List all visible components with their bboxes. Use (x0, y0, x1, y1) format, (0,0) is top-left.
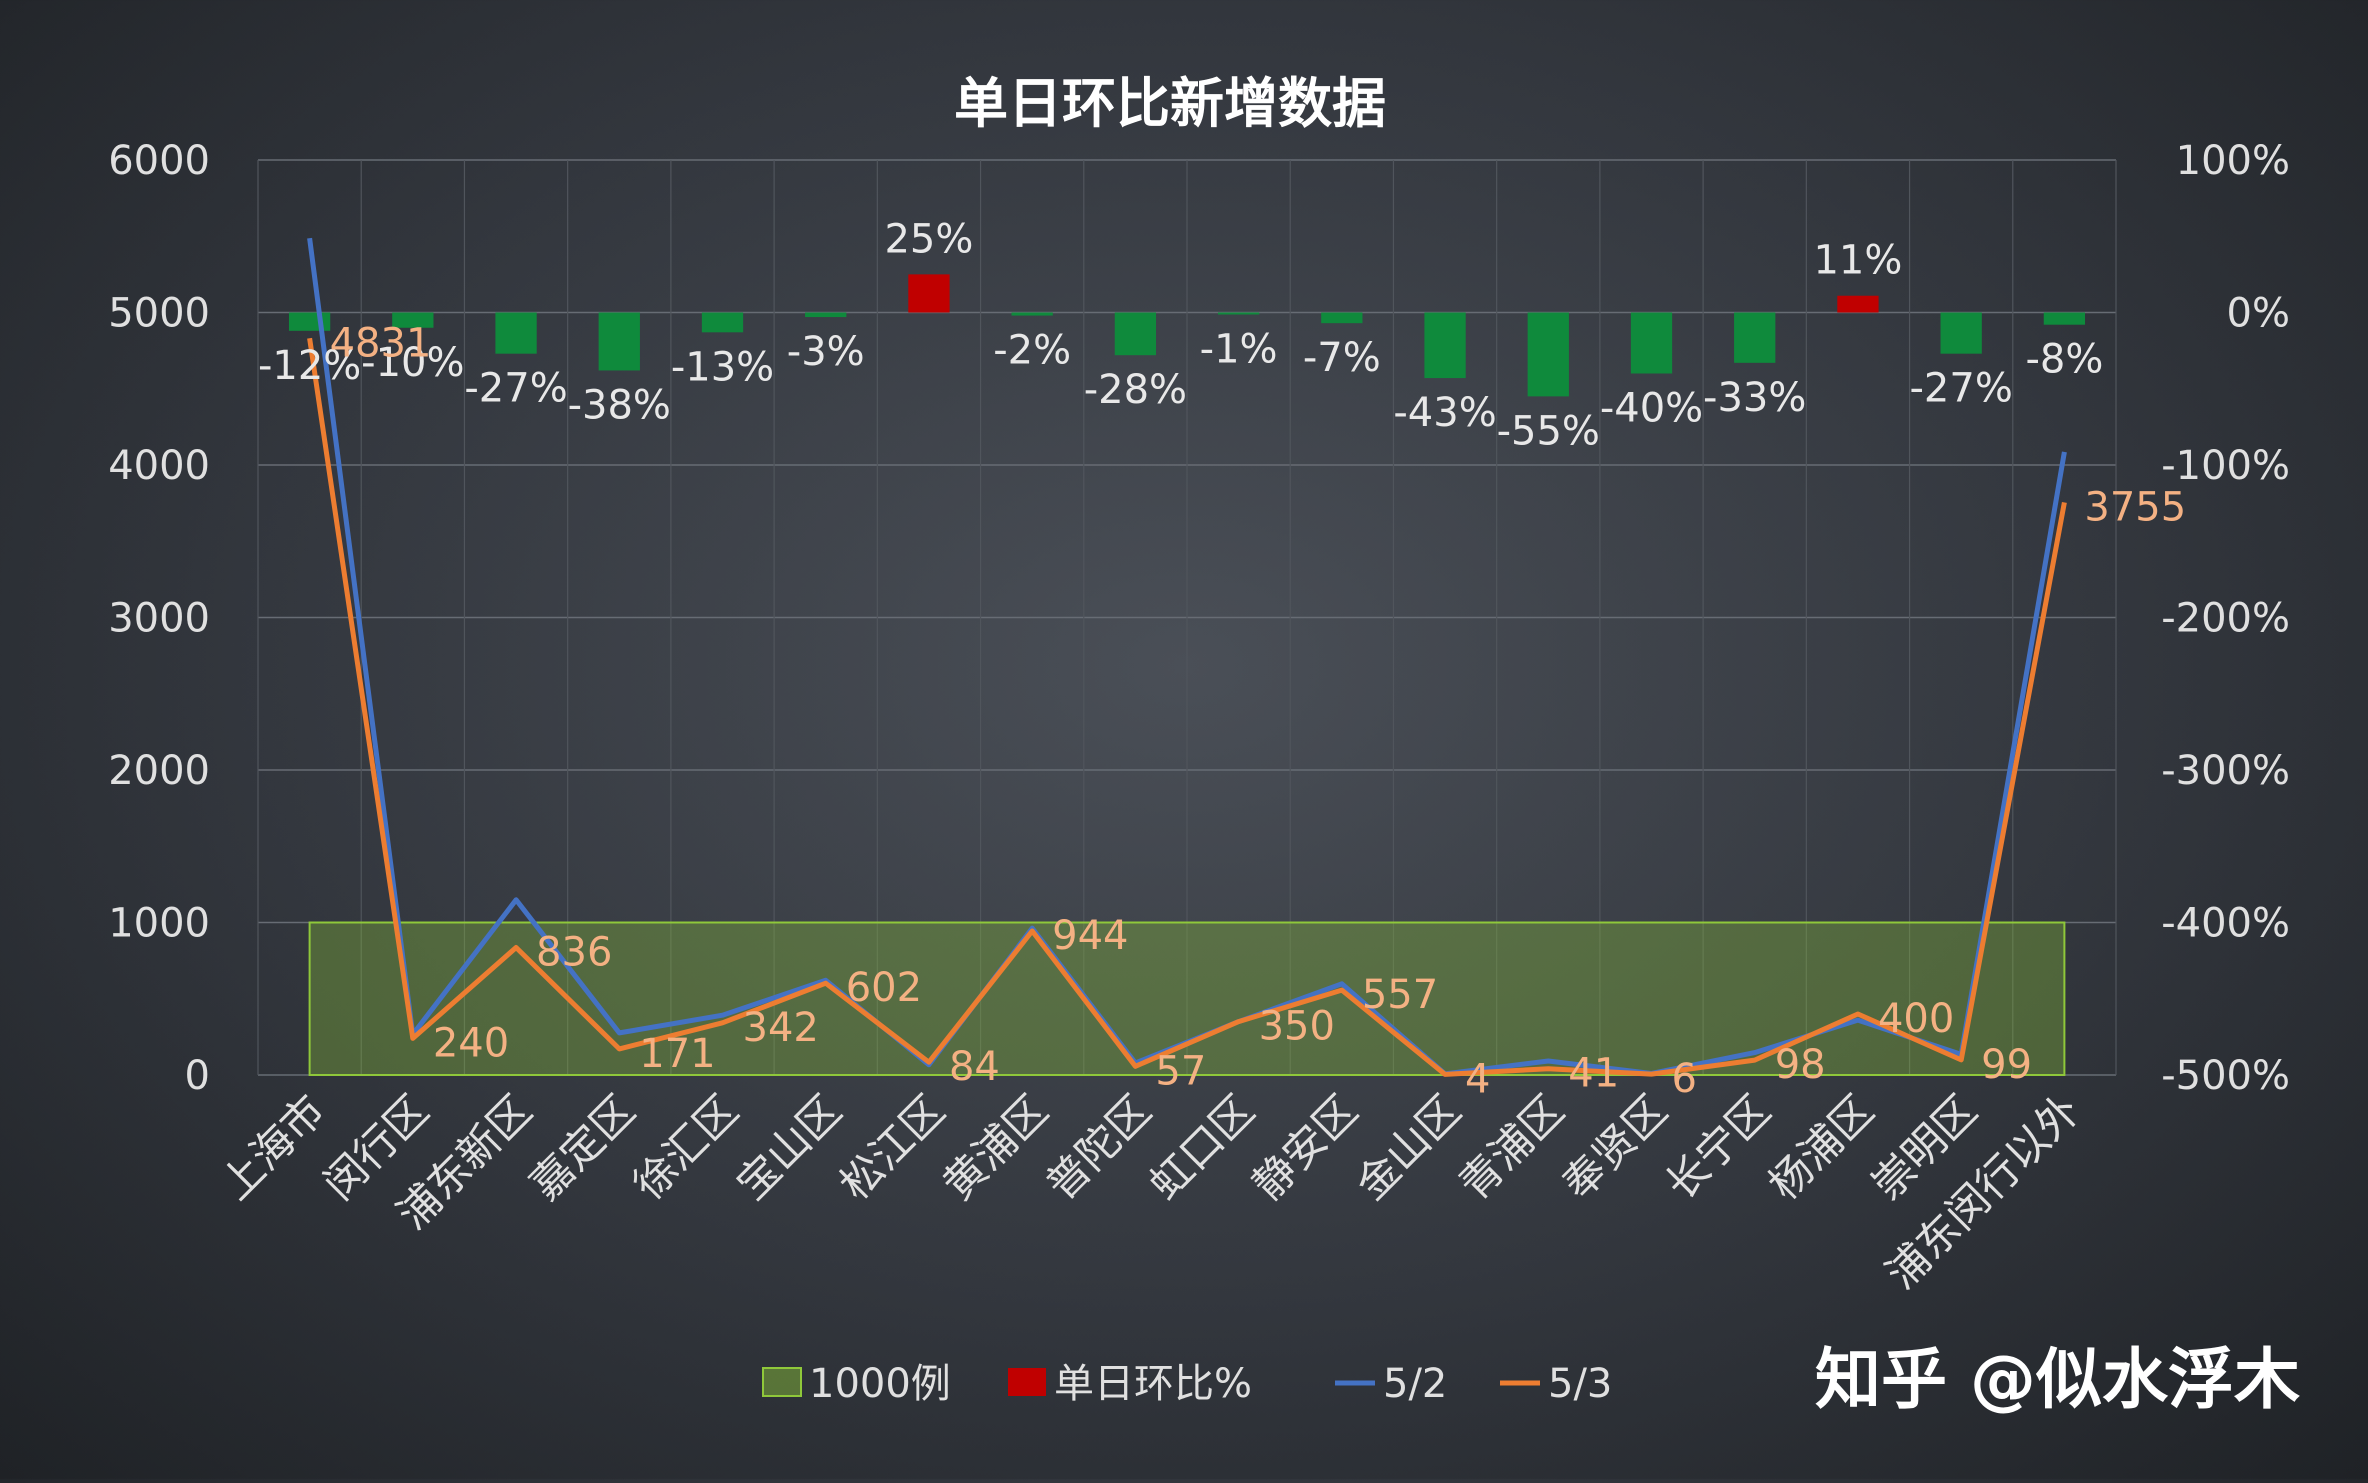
value-label: 557 (1362, 972, 1438, 1018)
y-right-tick: -300% (2161, 748, 2290, 794)
pct-label: -27% (1909, 366, 2012, 412)
pct-label: -3% (787, 329, 865, 375)
watermark: 知乎 @似水浮木 (1815, 1341, 2300, 1418)
value-label: 6 (1672, 1056, 1697, 1102)
y-right-tick: 100% (2176, 138, 2290, 184)
y-right-tick: -200% (2161, 596, 2290, 642)
pct-label: -40% (1600, 386, 1703, 432)
x-category-label: 金山区 (1346, 1085, 1470, 1209)
x-category-label: 松江区 (830, 1085, 954, 1209)
y-left-tick: 4000 (108, 443, 210, 489)
series-line-5-3 (307, 337, 2067, 1077)
pct-label: 25% (884, 216, 973, 262)
pct-bar (908, 274, 950, 313)
x-category-label: 徐汇区 (624, 1085, 748, 1209)
value-label: 944 (1052, 913, 1128, 959)
y-left-tick: 2000 (108, 748, 210, 794)
pct-bar (1321, 312, 1363, 324)
value-label: 3755 (2084, 484, 2186, 530)
value-label: 4 (1465, 1056, 1490, 1102)
pct-bar (1940, 312, 1982, 354)
y-right-tick: 0% (2227, 291, 2290, 337)
legend: 1000例 单日环比% 5/2 5/3 (762, 1361, 1612, 1407)
y-right-tick: -100% (2161, 443, 2290, 489)
legend-label: 5/3 (1548, 1361, 1612, 1407)
pct-label: -33% (1703, 375, 1806, 421)
value-label: 99 (1981, 1042, 2032, 1088)
legend-label: 单日环比% (1054, 1361, 1252, 1407)
pct-bar (1114, 312, 1157, 356)
x-category-label: 杨浦区 (1759, 1085, 1883, 1209)
value-label: 4831 (330, 320, 432, 366)
pct-label: -1% (1200, 327, 1278, 373)
x-category-label: 青浦区 (1450, 1085, 1574, 1209)
x-category-label: 宝山区 (727, 1085, 851, 1209)
data-labels: -12% -10%-27% -38%-13% -3%25%-2%-28%-1% -7%-… (258, 216, 2186, 1102)
pct-bar (1734, 312, 1776, 363)
pct-label: 11% (1813, 238, 1902, 284)
pct-bar (1837, 295, 1879, 313)
pct-bar (1011, 312, 1053, 316)
legend-label: 5/2 (1383, 1361, 1447, 1407)
value-label: 171 (639, 1031, 715, 1077)
chart-title: 单日环比新增数据 (954, 72, 1386, 135)
pct-label: -28% (1084, 367, 1187, 413)
pct-bar (1630, 312, 1673, 374)
pct-bar (495, 312, 537, 354)
value-label: 350 (1259, 1004, 1335, 1050)
value-label: 98 (1775, 1042, 1826, 1088)
x-category-label: 黄浦区 (933, 1085, 1057, 1209)
pct-bar (2043, 312, 2086, 325)
value-label: 57 (1155, 1048, 1206, 1094)
value-label: 836 (536, 930, 612, 976)
legend-swatch-bar (1008, 1368, 1046, 1396)
pct-bar (288, 312, 331, 331)
value-label: 84 (949, 1044, 1000, 1090)
x-category-label: 长宁区 (1656, 1085, 1780, 1209)
y-left-tick: 0 (185, 1053, 210, 1099)
pct-label: -8% (2025, 337, 2103, 383)
value-label: 41 (1568, 1051, 1619, 1097)
percent-bars (288, 274, 2086, 397)
y-right-tick: -400% (2161, 901, 2290, 947)
pct-label: -43% (1393, 390, 1496, 436)
y-right-tick: -500% (2161, 1053, 2290, 1099)
x-category-label: 上海市 (211, 1085, 335, 1209)
legend-swatch-band (762, 1367, 802, 1397)
pct-bar (701, 312, 744, 333)
pct-bar (392, 312, 434, 328)
pct-label: -38% (568, 382, 671, 428)
value-label: 602 (846, 965, 922, 1011)
value-label: 400 (1878, 996, 1954, 1042)
y-left-tick: 3000 (108, 596, 210, 642)
pct-label: -10% (361, 340, 464, 386)
x-category-label: 虹口区 (1140, 1085, 1264, 1209)
pct-bar (1217, 312, 1260, 315)
y-left-tick: 6000 (108, 138, 210, 184)
pct-label: -7% (1303, 335, 1381, 381)
value-label: 342 (743, 1005, 819, 1051)
pct-label: -12% (258, 343, 361, 389)
legend-label: 1000例 (809, 1361, 951, 1407)
series-lines (307, 237, 2067, 1077)
x-category-label: 静安区 (1243, 1085, 1367, 1209)
pct-label: -27% (464, 366, 567, 412)
y-left-tick: 1000 (108, 901, 210, 947)
x-category-label: 普陀区 (1037, 1085, 1161, 1209)
pct-bar (1527, 312, 1569, 397)
x-category-label: 奉贤区 (1553, 1085, 1677, 1209)
value-label: 240 (433, 1020, 509, 1066)
y-left-tick: 5000 (108, 291, 210, 337)
pct-label: -13% (671, 344, 774, 390)
pct-label: -2% (993, 328, 1071, 374)
pct-label: -55% (1497, 408, 1600, 454)
pct-bar (1424, 312, 1466, 379)
pct-bar (805, 312, 847, 318)
pct-bar (598, 312, 640, 371)
x-category-label: 嘉定区 (521, 1085, 645, 1209)
